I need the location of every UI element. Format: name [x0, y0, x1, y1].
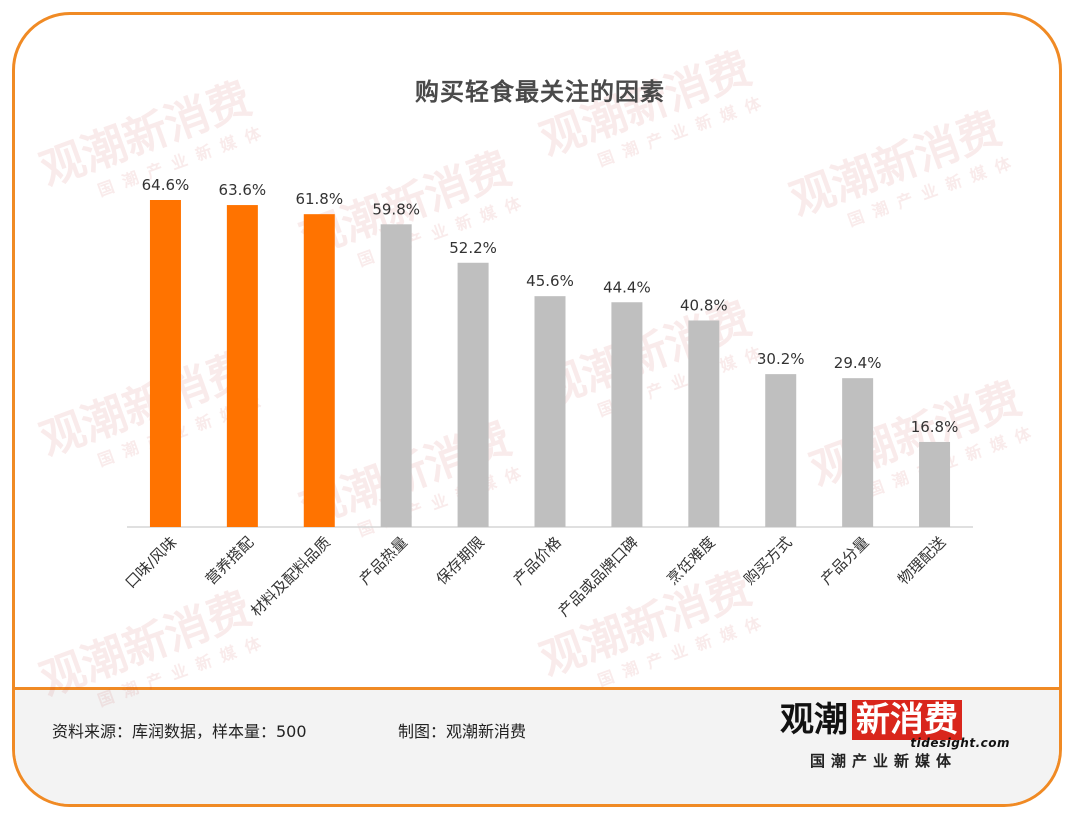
value-label-2: 63.6%	[219, 181, 267, 199]
bar-5	[457, 262, 489, 527]
chart-title: 购买轻食最关注的因素	[415, 78, 665, 106]
value-label-1: 64.6%	[142, 176, 190, 194]
bar-8	[688, 320, 720, 527]
value-label-8: 40.8%	[680, 296, 728, 314]
source-note: 资料来源：库润数据，样本量：500	[52, 722, 307, 741]
category-label-4: 产品热量	[356, 533, 411, 588]
bar-9	[765, 374, 797, 527]
category-label-2: 营养搭配	[202, 533, 257, 588]
brand-logo: 观潮 新消费 tidesight.com 国潮产业新媒体	[780, 700, 1010, 772]
category-label-6: 产品价格	[510, 533, 565, 588]
logo-text-highlight: 新消费	[852, 700, 962, 740]
category-label-5: 保存期限	[433, 533, 488, 588]
logo-text-main: 观潮	[780, 700, 848, 740]
category-label-7: 产品或品牌口碑	[555, 533, 642, 620]
category-label-1: 口味/风味	[122, 533, 181, 592]
value-label-7: 44.4%	[603, 278, 651, 296]
bar-11	[919, 441, 951, 527]
logo-url: tidesight.com	[910, 736, 1010, 750]
bar-3	[303, 214, 335, 527]
bar-10	[842, 378, 874, 527]
value-label-4: 59.8%	[372, 200, 420, 218]
category-label-3: 材料及配料品质	[247, 533, 334, 620]
category-label-9: 购买方式	[740, 533, 795, 588]
chart-frame	[12, 12, 1062, 807]
value-label-3: 61.8%	[295, 190, 343, 208]
value-label-5: 52.2%	[449, 239, 497, 257]
value-label-10: 29.4%	[834, 354, 882, 372]
bar-1	[149, 200, 181, 527]
value-label-11: 16.8%	[911, 418, 959, 436]
category-label-8: 烹饪难度	[663, 533, 718, 588]
category-label-11: 物理配送	[894, 533, 949, 588]
bar-6	[534, 296, 566, 527]
logo-tagline: 国潮产业新媒体	[810, 752, 958, 770]
bar-2	[226, 205, 258, 527]
bar-7	[611, 302, 643, 527]
bar-chart: 64.6% 63.6% 61.8% 59.8% 52.2% 45.6% 44.4% 40.8%…	[122, 176, 973, 620]
credit-note: 制图：观潮新消费	[398, 722, 527, 741]
category-label-10: 产品分量	[817, 533, 872, 588]
value-label-9: 30.2%	[757, 350, 805, 368]
value-label-6: 45.6%	[526, 272, 574, 290]
bar-4	[380, 224, 412, 527]
